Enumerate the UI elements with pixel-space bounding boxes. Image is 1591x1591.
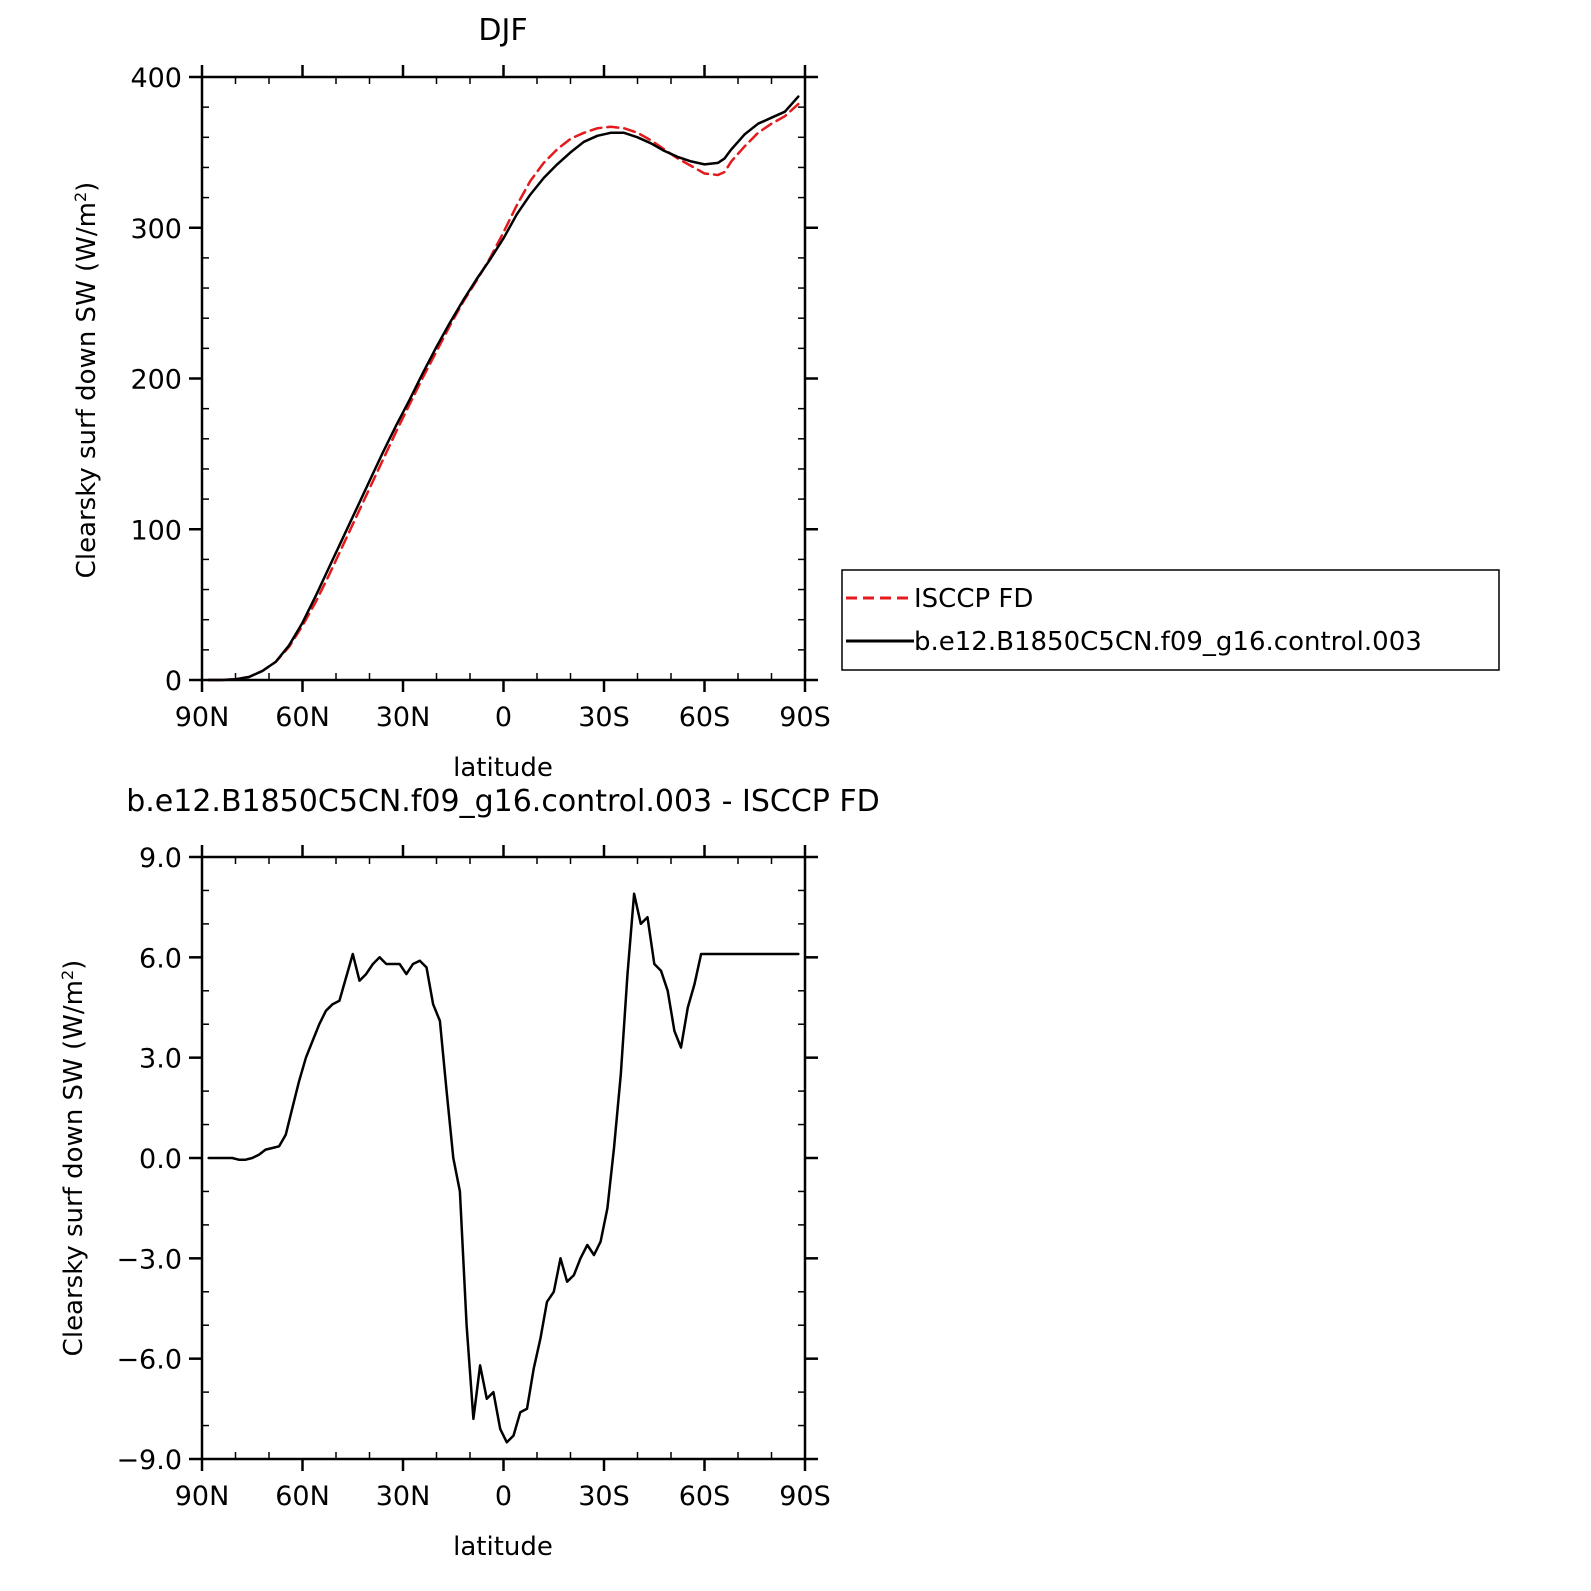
top-series-line-0	[207, 102, 800, 682]
bottom-x-tick-label: 30S	[578, 1481, 630, 1512]
top-chart-title: DJF	[478, 13, 527, 48]
bottom-y-tick-label: −3.0	[116, 1244, 182, 1275]
top-x-tick-labels: 90N 60N 30N 0 30S 60S 90S	[175, 702, 831, 733]
bottom-axis-ticks	[189, 845, 818, 1471]
bottom-x-tick-labels: 90N 60N 30N 0 30S 60S 90S	[175, 1481, 831, 1512]
bottom-x-tick-label: 0	[495, 1481, 512, 1512]
bottom-y-tick-label: −6.0	[116, 1345, 182, 1376]
bottom-y-tick-label: 6.0	[139, 943, 182, 974]
top-y-axis-label-main: Clearsky surf down SW (W/m	[72, 202, 102, 578]
top-series-group	[207, 95, 800, 682]
legend: ISCCP FD b.e12.B1850C5CN.f09_g16.control…	[841, 569, 1500, 671]
top-y-axis-label: Clearsky surf down SW (W/m2)	[71, 182, 103, 579]
top-x-tick-label: 60N	[275, 702, 330, 733]
top-chart: DJF 90N 60N 30N 0 30S 60S 90S 0 100 200 300 400 la…	[71, 13, 831, 783]
bottom-chart-title: b.e12.B1850C5CN.f09_g16.control.003 - IS…	[126, 784, 880, 819]
top-y-axis-label-sup: 2	[71, 192, 90, 202]
bottom-y-axis-label-main: Clearsky surf down SW (W/m	[59, 980, 89, 1356]
bottom-chart: b.e12.B1850C5CN.f09_g16.control.003 - IS…	[58, 784, 880, 1562]
bottom-y-axis-label: Clearsky surf down SW (W/m2)	[58, 960, 90, 1357]
top-x-axis-label: latitude	[453, 753, 553, 783]
bottom-y-axis-label-close: )	[59, 960, 89, 970]
top-y-tick-labels: 0 100 200 300 400	[130, 63, 182, 697]
legend-box	[841, 569, 1500, 671]
top-series-line-1	[207, 95, 800, 682]
bottom-x-tick-label: 30N	[376, 1481, 431, 1512]
top-x-tick-label: 0	[495, 702, 512, 733]
legend-entry-isccp: ISCCP FD	[914, 584, 1033, 614]
top-x-tick-label: 60S	[679, 702, 731, 733]
bottom-y-tick-labels: −9.0 −6.0 −3.0 0.0 3.0 6.0 9.0	[116, 843, 182, 1476]
bottom-x-tick-label: 60N	[275, 1481, 330, 1512]
top-y-tick-label: 400	[130, 63, 182, 94]
top-y-tick-label: 300	[130, 214, 182, 245]
bottom-y-tick-label: 9.0	[139, 843, 182, 874]
bottom-y-tick-label: −9.0	[116, 1445, 182, 1476]
top-x-tick-label: 90N	[175, 702, 230, 733]
top-y-tick-label: 0	[165, 666, 182, 697]
top-plot-frame	[200, 75, 807, 682]
bottom-x-tick-label: 60S	[679, 1481, 731, 1512]
bottom-plot-frame	[200, 855, 807, 1461]
top-axis-ticks	[189, 65, 818, 692]
bottom-series-group	[207, 892, 800, 1444]
bottom-x-tick-label: 90S	[779, 1481, 831, 1512]
bottom-x-axis-label: latitude	[453, 1532, 553, 1562]
bottom-y-tick-label: 0.0	[139, 1144, 182, 1175]
bottom-y-axis-label-sup: 2	[58, 970, 77, 980]
top-x-tick-label: 30N	[376, 702, 431, 733]
top-x-tick-label: 90S	[779, 702, 831, 733]
bottom-x-tick-label: 90N	[175, 1481, 230, 1512]
top-y-axis-label-close: )	[72, 182, 102, 192]
top-y-tick-label: 200	[130, 365, 182, 396]
top-y-tick-label: 100	[130, 515, 182, 546]
bottom-series-line-0	[207, 892, 800, 1444]
top-x-tick-label: 30S	[578, 702, 630, 733]
legend-entry-model: b.e12.B1850C5CN.f09_g16.control.003	[914, 627, 1422, 657]
bottom-y-tick-label: 3.0	[139, 1044, 182, 1075]
